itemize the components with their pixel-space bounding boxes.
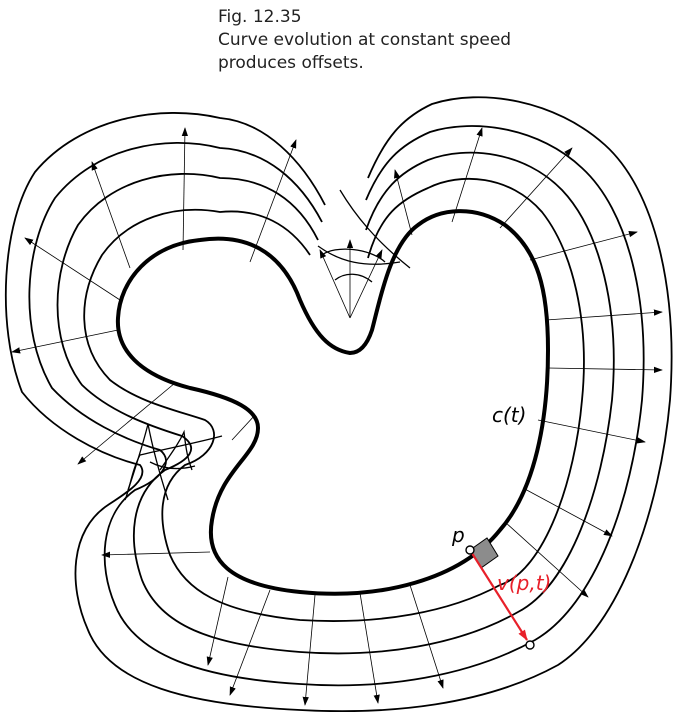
normal-ray (529, 231, 638, 261)
velocity-arrow (469, 549, 528, 641)
normal-ray (302, 594, 316, 706)
point-p (465, 545, 475, 555)
normal-ray (547, 366, 663, 374)
normal-ray (11, 329, 119, 354)
normal-ray (77, 382, 176, 465)
cusp-top-4 (321, 248, 386, 263)
normal-rays (11, 127, 663, 706)
curve-label: c(t) (492, 403, 526, 427)
velocity-label: v(p,t) (497, 571, 551, 595)
cusp-left-2 (159, 429, 193, 471)
normal-ray (91, 161, 131, 269)
offset-curves (4, 96, 673, 712)
normal-ray (101, 551, 211, 558)
figure-caption: Fig. 12.35 Curve evolution at constant s… (218, 6, 511, 75)
normal-ray (545, 309, 663, 321)
point-label: p (451, 523, 465, 547)
offset-curve-2 (56, 151, 615, 655)
figure-number: Fig. 12.35 (218, 7, 302, 27)
normal-ray (451, 127, 483, 223)
normal-ray (181, 127, 189, 251)
normal-ray (319, 249, 351, 319)
normal-ray (522, 487, 613, 537)
normal-ray (249, 139, 297, 263)
offset-curve-4 (4, 96, 673, 712)
cusp-top-3 (334, 273, 373, 283)
normal-ray (504, 521, 589, 598)
cusp-left-1 (127, 423, 169, 501)
normal-ray (409, 584, 444, 689)
cusps (124, 189, 411, 501)
normal-ray (537, 419, 646, 444)
normal-ray (231, 414, 256, 441)
right-angle-marker (469, 537, 499, 569)
offset-curve-1 (83, 177, 585, 622)
caption-line-1: Curve evolution at constant speed (218, 30, 512, 50)
cusp-left-3 (149, 461, 196, 470)
offset-point (525, 640, 535, 650)
caption-line-2: produces offsets. (218, 53, 364, 73)
normal-ray (359, 592, 380, 704)
normal-ray (24, 237, 121, 301)
normal-ray (349, 249, 383, 319)
cusp-top-1 (339, 189, 411, 269)
curve-c-t (115, 209, 550, 596)
normal-ray (499, 147, 573, 229)
normal-ray (206, 576, 229, 666)
offset-curve-3 (28, 125, 645, 687)
